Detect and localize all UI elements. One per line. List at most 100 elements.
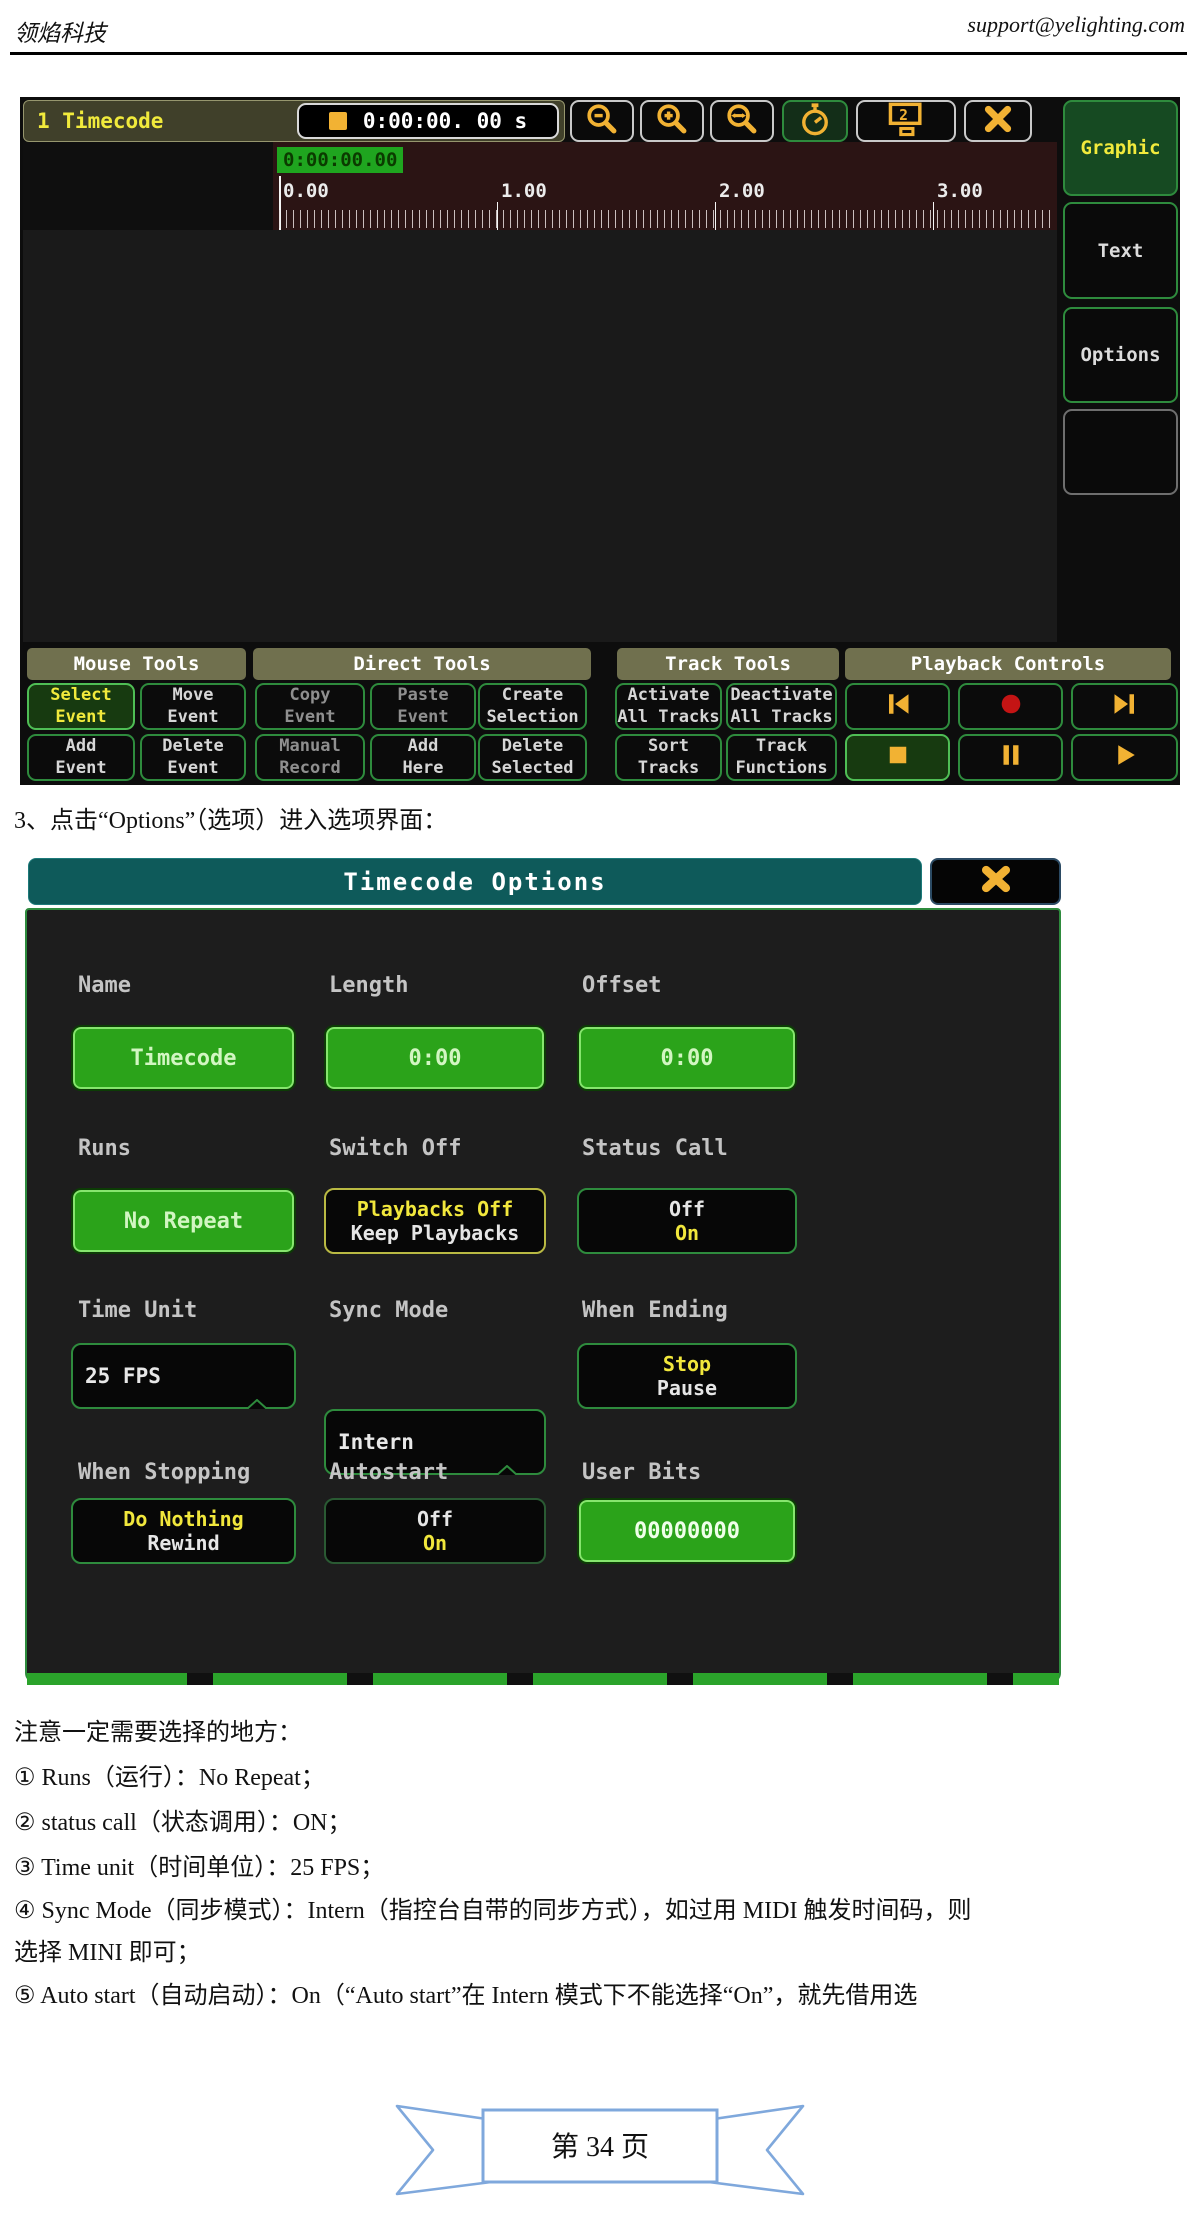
window-title: 1 Timecode bbox=[37, 109, 164, 133]
note-line: ⑤ Auto start（自动启动）：On（“Auto start”在 Inte… bbox=[14, 1983, 918, 2009]
zoom-out-button[interactable] bbox=[570, 100, 634, 142]
play-button[interactable] bbox=[1071, 734, 1178, 781]
time-unit-label: Time Unit bbox=[78, 1298, 198, 1323]
when-stopping-option: Rewind bbox=[147, 1531, 220, 1555]
close-window-button[interactable] bbox=[964, 100, 1032, 142]
add-event-button[interactable]: Add Event bbox=[27, 734, 135, 781]
section-track-tools: Track Tools bbox=[617, 648, 839, 680]
page-number-ribbon: 第 34 页 bbox=[385, 2082, 815, 2202]
skip-to-start-button[interactable] bbox=[845, 683, 950, 730]
caption-step3: 3、点击“Options”（选项）进入选项界面： bbox=[14, 808, 448, 834]
stop-state-icon bbox=[328, 112, 347, 130]
switch-off-field[interactable]: Playbacks Off Keep Playbacks bbox=[324, 1188, 546, 1254]
strip-notch bbox=[827, 1673, 853, 1685]
strip-notch bbox=[667, 1673, 693, 1685]
section-mouse-tools: Mouse Tools bbox=[27, 648, 246, 680]
deactivate-all-tracks-button[interactable]: Deactivate All Tracks bbox=[726, 683, 837, 730]
timecode-value: 0:00:00. 00 s bbox=[362, 109, 528, 133]
timeline-canvas[interactable] bbox=[23, 230, 1057, 642]
screen-2-icon: 2 bbox=[887, 101, 925, 142]
skip-to-end-button[interactable] bbox=[1071, 683, 1178, 730]
play-icon bbox=[1110, 740, 1140, 775]
switch-off-label: Switch Off bbox=[329, 1136, 462, 1161]
page-number-text: 第 34 页 bbox=[551, 2131, 649, 2163]
zoom-in-button[interactable] bbox=[640, 100, 704, 142]
sync-mode-label: Sync Mode bbox=[329, 1298, 449, 1323]
ruler-tick-label: 1.00 bbox=[501, 180, 547, 202]
switch-off-option-selected: Playbacks Off bbox=[356, 1197, 514, 1221]
tab-text[interactable]: Text bbox=[1063, 202, 1178, 299]
zoom-fit-button[interactable] bbox=[710, 100, 774, 142]
track-functions-button[interactable]: Track Functions bbox=[726, 734, 837, 781]
skip-to-start-icon bbox=[883, 689, 913, 724]
tab-text-label: Text bbox=[1097, 239, 1144, 262]
tab-graphic-label: Graphic bbox=[1080, 137, 1161, 159]
note-line: ② status call（状态调用）：ON； bbox=[14, 1810, 352, 1836]
stop-button[interactable] bbox=[845, 734, 950, 781]
support-email: support@yelighting.com bbox=[967, 12, 1185, 37]
sort-tracks-button[interactable]: Sort Tracks bbox=[615, 734, 722, 781]
paste-event-button[interactable]: Paste Event bbox=[370, 683, 476, 730]
user-bits-field[interactable]: 00000000 bbox=[577, 1498, 797, 1564]
offset-label: Offset bbox=[582, 973, 662, 998]
record-button[interactable] bbox=[958, 683, 1063, 730]
dialog-close-button[interactable] bbox=[930, 858, 1061, 905]
sync-mode-dropdown[interactable]: Intern bbox=[324, 1409, 546, 1475]
runs-label: Runs bbox=[78, 1136, 131, 1161]
tab-graphic[interactable]: Graphic bbox=[1063, 100, 1178, 196]
time-unit-dropdown[interactable]: 25 FPS bbox=[71, 1343, 296, 1409]
timeline-ruler[interactable]: 0:00:00.00 0.00 1.00 2.00 3.00 bbox=[273, 142, 1057, 230]
status-call-option-selected: On bbox=[674, 1221, 700, 1245]
company-name: 领焰科技 bbox=[14, 21, 106, 46]
note-line: ① Runs（运行）：No Repeat； bbox=[14, 1765, 325, 1791]
tab-options-label: Options bbox=[1080, 344, 1161, 366]
activate-all-tracks-button[interactable]: Activate All Tracks bbox=[615, 683, 722, 730]
stopwatch-button[interactable] bbox=[782, 100, 848, 142]
when-stopping-option-selected: Do Nothing bbox=[123, 1507, 244, 1531]
status-call-label: Status Call bbox=[582, 1136, 728, 1161]
ruler-tick-label: 3.00 bbox=[937, 180, 983, 202]
autostart-label: Autostart bbox=[329, 1460, 449, 1485]
status-call-field[interactable]: Off On bbox=[577, 1188, 797, 1254]
playhead-line bbox=[279, 176, 281, 230]
strip-notch bbox=[987, 1673, 1013, 1685]
external-screen-button[interactable]: 2 bbox=[856, 100, 956, 142]
length-field[interactable]: 0:00 bbox=[324, 1025, 546, 1091]
dialog-bottom-strip bbox=[27, 1673, 1059, 1685]
name-field[interactable]: Timecode bbox=[71, 1025, 296, 1091]
tab-empty[interactable] bbox=[1063, 409, 1178, 495]
minor-ticks bbox=[279, 210, 1051, 228]
select-event-button[interactable]: Select Event bbox=[27, 683, 135, 730]
playhead-time-badge[interactable]: 0:00:00.00 bbox=[277, 147, 404, 173]
timecode-options-dialog: Timecode Options Name Length Offset Time… bbox=[25, 855, 1063, 1693]
header-rule bbox=[10, 52, 1187, 55]
copy-event-button[interactable]: Copy Event bbox=[255, 683, 365, 730]
when-ending-option-selected: Stop bbox=[662, 1352, 712, 1376]
strip-notch bbox=[507, 1673, 533, 1685]
runs-field[interactable]: No Repeat bbox=[71, 1188, 296, 1254]
dropdown-caret-icon bbox=[496, 1465, 518, 1475]
length-label: Length bbox=[329, 973, 409, 998]
manual-record-button[interactable]: Manual Record bbox=[255, 734, 365, 781]
track-name-column bbox=[23, 142, 273, 230]
svg-text:2: 2 bbox=[899, 106, 908, 123]
timecode-display[interactable]: 0:00:00. 00 s bbox=[297, 103, 559, 139]
move-event-button[interactable]: Move Event bbox=[140, 683, 246, 730]
note-line: 选择 MINI 即可； bbox=[14, 1940, 201, 1966]
when-ending-option: Pause bbox=[656, 1376, 718, 1400]
delete-event-button[interactable]: Delete Event bbox=[140, 734, 246, 781]
when-stopping-field[interactable]: Do Nothing Rewind bbox=[71, 1498, 296, 1564]
switch-off-option: Keep Playbacks bbox=[350, 1221, 520, 1245]
pause-button[interactable] bbox=[958, 734, 1063, 781]
when-ending-field[interactable]: Stop Pause bbox=[577, 1343, 797, 1409]
create-selection-button[interactable]: Create Selection bbox=[478, 683, 587, 730]
autostart-field[interactable]: Off On bbox=[324, 1498, 546, 1564]
tab-options[interactable]: Options bbox=[1063, 307, 1178, 403]
add-here-button[interactable]: Add Here bbox=[370, 734, 476, 781]
delete-selected-button[interactable]: Delete Selected bbox=[478, 734, 587, 781]
time-unit-value: 25 FPS bbox=[85, 1364, 161, 1388]
sync-mode-value: Intern bbox=[338, 1430, 414, 1454]
dropdown-caret-icon bbox=[246, 1399, 268, 1409]
pause-icon bbox=[996, 740, 1026, 775]
offset-field[interactable]: 0:00 bbox=[577, 1025, 797, 1091]
